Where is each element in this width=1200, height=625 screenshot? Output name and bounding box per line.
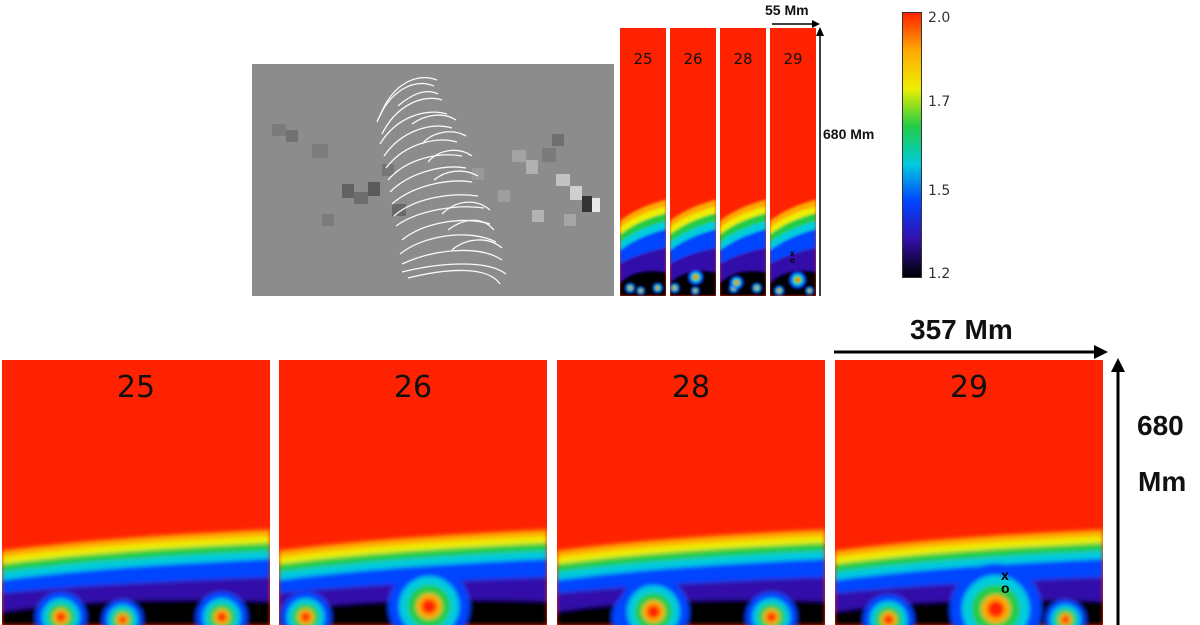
cross-marker: x [1001,567,1009,583]
field-panel-29: 29 x o [770,28,816,296]
colorbar-tick: 1.7 [928,94,951,110]
panel-label: 29 [949,370,989,405]
colorbar-tick: 1.5 [928,183,951,199]
field-panel-28: 28 [720,28,766,296]
field-panel-25: 25 [620,28,666,296]
field-lines [376,76,507,285]
field-panel-29: 29 x o [835,360,1103,625]
panel-label: 25 [116,370,156,405]
panel-label: 28 [671,370,711,405]
top-height-label: 680 Mm [823,126,875,142]
bottom-width-label: 357 Mm [910,314,1013,345]
field-panel-26: 26 [670,28,716,296]
cross-marker: x [790,249,795,258]
field-panel-28: 28 [557,360,825,625]
field-panel-25: 25 [2,360,270,625]
magnetogram-image [252,64,614,296]
panel-label: 26 [393,370,433,405]
circle-marker: o [1001,579,1010,596]
colorbar [902,12,922,278]
magnetogram-patches [272,124,600,226]
colorbar-tick: 2.0 [928,10,951,26]
panel-label: 28 [733,50,753,68]
circle-marker: o [790,256,795,266]
bottom-height-label-line2: Mm [1138,466,1187,497]
colorbar-tick: 1.2 [928,266,951,282]
panel-label: 29 [783,50,803,68]
top-width-label: 55 Mm [765,2,809,18]
field-panel-26: 26 [279,360,547,625]
bottom-height-label-line1: 680 [1137,410,1184,441]
panel-label: 25 [633,50,653,68]
panel-label: 26 [683,50,703,68]
